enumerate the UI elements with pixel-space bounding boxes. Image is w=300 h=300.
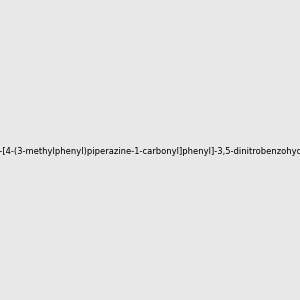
Text: N'-[4-[4-(3-methylphenyl)piperazine-1-carbonyl]phenyl]-3,5-dinitrobenzohydrazide: N'-[4-[4-(3-methylphenyl)piperazine-1-ca…: [0, 147, 300, 156]
